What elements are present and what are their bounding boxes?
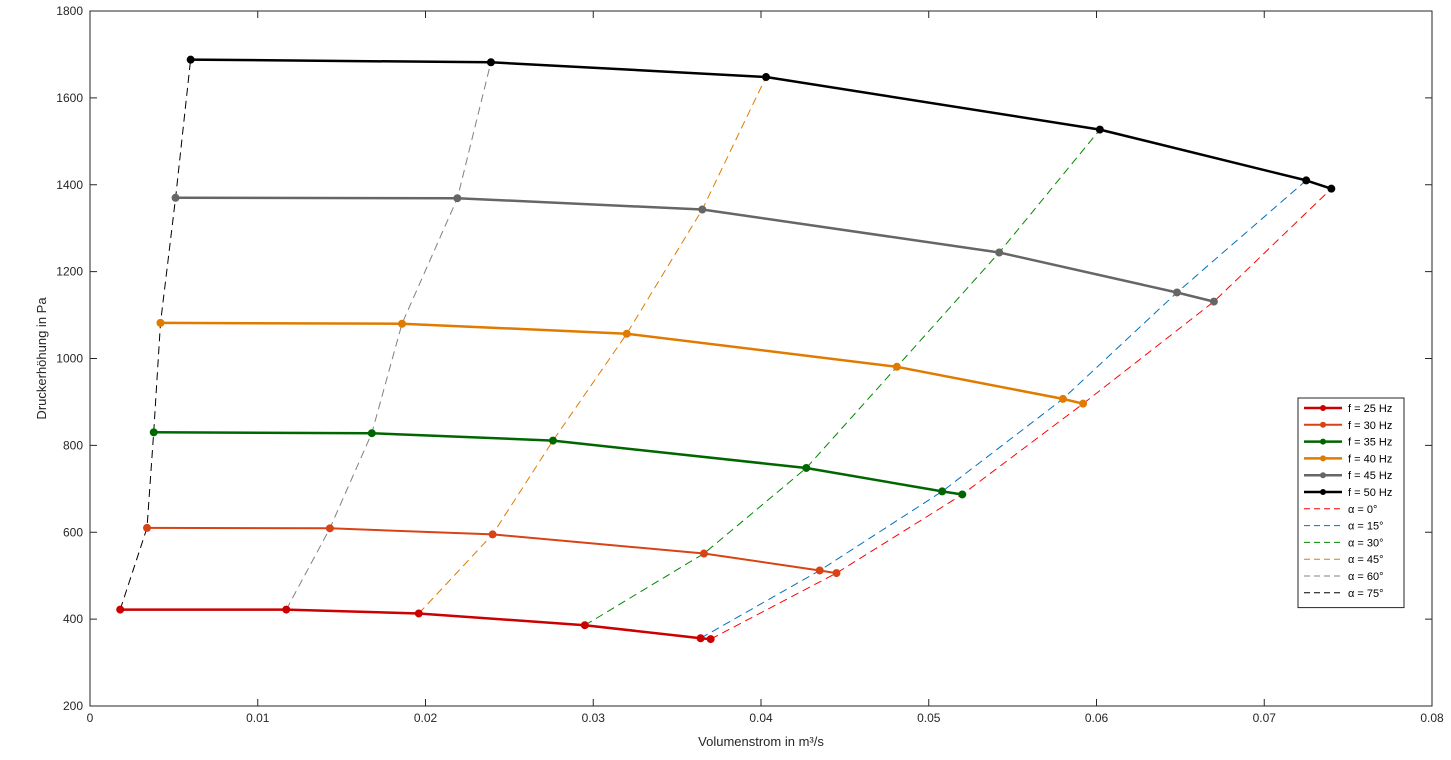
x-tick-label: 0.08 [1420, 711, 1444, 725]
series-line-alpha-60 [285, 62, 492, 610]
x-axis: 0 0.01 0.02 0.03 0.04 0.05 0.06 0.07 0.08 [87, 11, 1444, 725]
legend-marker [1320, 421, 1326, 428]
data-point-freq-f-40-hz [622, 329, 631, 338]
marker-group [116, 55, 1336, 644]
y-tick-label: 1000 [56, 352, 83, 366]
plot-area [89, 10, 1433, 707]
data-point-freq-f-50-hz [486, 58, 495, 67]
data-point-freq-f-25-hz [116, 605, 125, 614]
x-axis-title: Volumenstrom in m³/s [698, 734, 824, 749]
x-tick-label: 0.07 [1253, 711, 1277, 725]
data-point-freq-f-45-hz [453, 194, 462, 203]
x-tick-label: 0.03 [582, 711, 606, 725]
data-point-freq-f-50-hz [762, 73, 771, 82]
series-line-alpha-75 [119, 59, 192, 610]
x-tick-label: 0.06 [1085, 711, 1109, 725]
data-point-freq-f-40-hz [1079, 399, 1088, 408]
data-point-freq-f-45-hz [171, 193, 180, 202]
y-tick-label: 1200 [56, 265, 83, 279]
dashed-series-group [119, 59, 1332, 640]
data-point-freq-f-25-hz [580, 621, 589, 630]
legend-label: α = 30° [1348, 537, 1384, 549]
axes-box [89, 10, 1433, 707]
series-line-alpha-30 [584, 129, 1101, 626]
data-point-freq-f-25-hz [696, 634, 705, 643]
y-tick-label: 400 [63, 612, 83, 626]
legend-label: α = 60° [1348, 571, 1384, 583]
legend-box [1297, 397, 1405, 609]
legend-marker [1320, 438, 1326, 445]
x-tick-label: 0 [87, 711, 94, 725]
legend-label: f = 45 Hz [1348, 470, 1392, 482]
y-tick-label: 600 [63, 525, 83, 539]
data-point-freq-f-30-hz [832, 569, 841, 578]
data-point-freq-f-45-hz [1173, 288, 1182, 297]
y-tick-label: 800 [63, 438, 83, 452]
series-line-alpha-0 [710, 188, 1332, 640]
data-point-freq-f-30-hz [143, 523, 152, 532]
legend-label: α = 0° [1348, 504, 1377, 516]
x-tick-label: 0.01 [246, 711, 270, 725]
series-line-freq-f-45-hz [175, 196, 1215, 303]
data-point-freq-f-35-hz [149, 428, 158, 437]
data-point-freq-f-50-hz [186, 55, 195, 64]
legend-label: f = 50 Hz [1348, 487, 1392, 499]
data-point-freq-f-30-hz [815, 566, 824, 575]
data-point-freq-f-35-hz [548, 436, 557, 445]
data-point-freq-f-45-hz [995, 248, 1004, 257]
data-point-freq-f-35-hz [958, 490, 967, 499]
data-point-freq-f-40-hz [1058, 394, 1067, 403]
y-axis-title: Druckerhöhung in Pa [34, 297, 49, 420]
data-point-freq-f-30-hz [488, 530, 497, 539]
data-point-freq-f-25-hz [414, 609, 423, 618]
legend-label: α = 75° [1348, 588, 1384, 600]
y-axis: 200 400 600 800 1000 1200 1400 1600 1800 [56, 4, 1432, 713]
legend-label: α = 45° [1348, 554, 1384, 566]
data-point-freq-f-50-hz [1095, 125, 1104, 134]
legend-label: f = 25 Hz [1348, 403, 1392, 415]
data-point-freq-f-40-hz [156, 318, 165, 327]
data-point-freq-f-40-hz [398, 319, 407, 328]
data-point-freq-f-45-hz [1209, 297, 1218, 306]
y-tick-label: 1400 [56, 178, 83, 192]
data-point-freq-f-50-hz [1302, 176, 1311, 185]
data-point-freq-f-35-hz [938, 487, 947, 496]
data-point-freq-f-40-hz [892, 362, 901, 371]
data-point-freq-f-35-hz [802, 463, 811, 472]
data-point-freq-f-25-hz [282, 605, 291, 614]
x-tick-label: 0.02 [414, 711, 438, 725]
legend-marker [1320, 472, 1326, 479]
y-tick-label: 1600 [56, 91, 83, 105]
legend-label: f = 30 Hz [1348, 420, 1392, 432]
legend-label: f = 40 Hz [1348, 453, 1392, 465]
data-point-freq-f-45-hz [698, 205, 707, 214]
legend-marker [1320, 405, 1326, 411]
x-tick-label: 0.04 [749, 711, 773, 725]
legend: f = 25 Hz f = 30 Hz f = 35 Hz f = 40 Hz f = … [1297, 397, 1405, 609]
y-tick-label: 200 [63, 699, 83, 713]
legend-marker [1320, 489, 1326, 495]
x-tick-label: 0.05 [917, 711, 941, 725]
data-point-freq-f-25-hz [706, 635, 715, 644]
legend-label: f = 35 Hz [1348, 437, 1392, 449]
data-point-freq-f-30-hz [325, 524, 334, 533]
legend-label: α = 15° [1348, 521, 1384, 533]
series-line-freq-f-50-hz [190, 58, 1332, 190]
data-point-freq-f-30-hz [699, 549, 708, 558]
data-point-freq-f-50-hz [1327, 184, 1336, 193]
legend-marker [1320, 455, 1326, 462]
y-tick-label: 1800 [56, 4, 83, 18]
data-point-freq-f-35-hz [367, 429, 376, 438]
series-line-alpha-15 [700, 180, 1307, 639]
